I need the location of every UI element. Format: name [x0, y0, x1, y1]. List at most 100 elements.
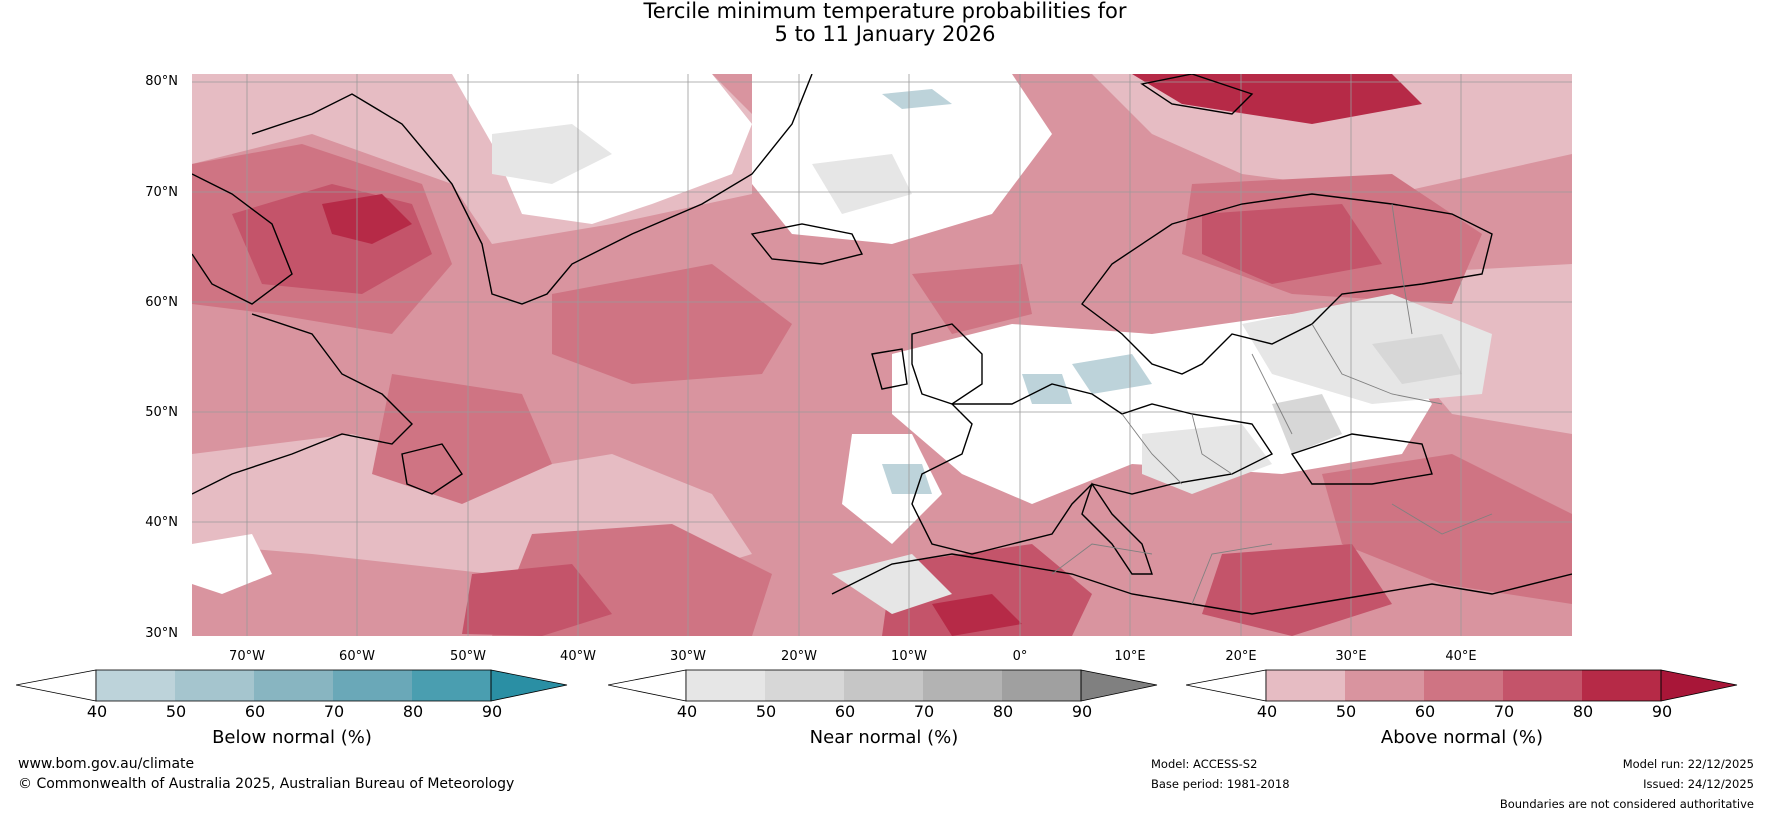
colorbar-swatch — [686, 670, 765, 701]
above-normal-region-high — [882, 544, 1092, 636]
colorbar-swatch — [412, 670, 491, 701]
colorbar-tick: 70 — [913, 702, 935, 721]
lon-label-30w: 30°W — [670, 649, 706, 664]
colorbar-swatch — [333, 670, 412, 701]
iceland-coast — [750, 223, 864, 265]
issued-text: Issued: 24/12/2025 — [1643, 777, 1754, 791]
border-line — [1391, 503, 1493, 535]
colorbar-extension-low — [1186, 669, 1267, 702]
ireland-coast — [871, 348, 908, 390]
near-normal-region-mid — [1372, 334, 1462, 384]
colorbar-outline — [95, 669, 492, 702]
colorbar-tick: 90 — [481, 702, 503, 721]
lat-label-40n: 40°N — [145, 515, 178, 530]
colorbar-outline — [685, 669, 1082, 702]
above-normal-region-highest — [1132, 74, 1422, 124]
colorbar-near-normal — [608, 669, 1158, 702]
colorbar-tick: 50 — [165, 702, 187, 721]
colorbar-tick: 60 — [1414, 702, 1436, 721]
border-line — [1191, 413, 1233, 475]
border-line — [1251, 353, 1293, 435]
colorbar-swatch — [254, 670, 333, 701]
colorbar-below-normal — [16, 669, 568, 702]
near-normal-region-mid — [1272, 394, 1342, 454]
europe-coast — [911, 383, 1274, 555]
map-canvas — [192, 74, 1572, 636]
colorbar-extension-high — [1080, 669, 1158, 702]
colorbar-outline — [1265, 669, 1662, 702]
colorbar-swatch — [1266, 670, 1345, 701]
colorbar-tick: 50 — [755, 702, 777, 721]
lat-label-50n: 50°N — [145, 405, 178, 420]
colorbar-tick: 90 — [1651, 702, 1673, 721]
below-normal-patch — [882, 464, 932, 494]
lat-label-30n: 30°N — [145, 626, 178, 641]
colorbar-label-above: Above normal (%) — [1380, 727, 1544, 748]
colorbar-swatch — [844, 670, 923, 701]
lon-label-0: 0° — [1012, 649, 1028, 664]
colorbar-swatch — [1582, 670, 1661, 701]
near-normal-region-light — [832, 554, 952, 614]
colorbar-extension-high — [490, 669, 568, 702]
website-link[interactable]: www.bom.gov.au/climate — [18, 756, 195, 772]
lat-label-80n: 80°N — [145, 74, 178, 89]
border-line — [1311, 323, 1443, 405]
colorbar-label-near: Near normal (%) — [809, 727, 959, 748]
border-line — [1191, 543, 1273, 605]
above-normal-region-high — [1202, 204, 1382, 284]
greenland-coast — [251, 74, 813, 305]
border-line — [1051, 543, 1153, 575]
lon-label-40e: 40°E — [1445, 649, 1477, 664]
baffin-coast — [192, 173, 293, 305]
base-period-text: Base period: 1981-2018 — [1151, 777, 1290, 791]
colorbar-tick: 60 — [244, 702, 266, 721]
labrador-coast — [192, 313, 413, 495]
disclaimer-text: Boundaries are not considered authoritat… — [1499, 797, 1754, 811]
lon-label-20e: 20°E — [1225, 649, 1257, 664]
lon-label-60w: 60°W — [339, 649, 375, 664]
colorbar-tick: 50 — [1335, 702, 1357, 721]
below-normal-patch — [1072, 354, 1152, 394]
near-normal-region-white — [752, 74, 1052, 244]
graticule — [192, 74, 1572, 636]
above-normal-region-high — [462, 564, 612, 636]
colorbar-swatch — [175, 670, 254, 701]
border-line — [1391, 203, 1413, 335]
above-normal-region-mid — [552, 264, 792, 384]
colorbar-extension-low — [16, 669, 97, 702]
chart-title: Tercile minimum temperature probabilitie… — [0, 0, 1770, 46]
title-line-2: 5 to 11 January 2026 — [774, 22, 996, 46]
border-line — [1121, 413, 1183, 485]
above-normal-region-mid — [912, 264, 1032, 334]
probability-map — [192, 74, 1572, 636]
colorbar-tick: 80 — [1572, 702, 1594, 721]
above-normal-region-mid — [1322, 454, 1572, 604]
lat-label-60n: 60°N — [145, 295, 178, 310]
lon-label-70w: 70°W — [229, 649, 265, 664]
lon-label-50w: 50°W — [450, 649, 486, 664]
colorbar-swatch — [1424, 670, 1503, 701]
lat-label-70n: 70°N — [145, 185, 178, 200]
colorbar-swatch — [1002, 670, 1081, 701]
near-normal-region-white — [192, 534, 272, 594]
lon-label-30e: 30°E — [1335, 649, 1367, 664]
colorbar-tick: 80 — [992, 702, 1014, 721]
copyright-text: © Commonwealth of Australia 2025, Austra… — [18, 776, 515, 792]
lon-label-10w: 10°W — [891, 649, 927, 664]
scandinavia-coast — [1081, 193, 1493, 375]
above-normal-region-highest — [932, 594, 1022, 636]
colorbar-tick: 40 — [676, 702, 698, 721]
colorbar-above-normal — [1186, 669, 1738, 702]
near-normal-region-light — [812, 154, 912, 214]
colorbar-tick: 90 — [1071, 702, 1093, 721]
colorbar-swatch — [765, 670, 844, 701]
lon-label-10e: 10°E — [1114, 649, 1146, 664]
colorbar-extension-high — [1660, 669, 1738, 702]
colorbar-swatch — [1345, 670, 1424, 701]
model-run-text: Model run: 22/12/2025 — [1622, 757, 1754, 771]
model-text: Model: ACCESS-S2 — [1151, 757, 1258, 771]
uk-coast — [911, 323, 983, 405]
italy-coast — [1081, 482, 1153, 575]
colorbar-tick: 80 — [402, 702, 424, 721]
colorbar-tick: 40 — [1256, 702, 1278, 721]
